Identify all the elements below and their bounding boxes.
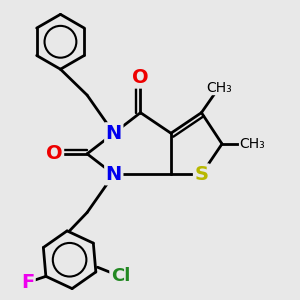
Text: F: F bbox=[21, 273, 34, 292]
Text: S: S bbox=[194, 165, 208, 184]
Text: N: N bbox=[106, 124, 122, 143]
Text: CH₃: CH₃ bbox=[240, 137, 266, 151]
Text: O: O bbox=[46, 144, 63, 163]
Text: Cl: Cl bbox=[111, 267, 130, 285]
Text: CH₃: CH₃ bbox=[206, 80, 232, 94]
Text: O: O bbox=[132, 68, 149, 87]
Text: N: N bbox=[106, 165, 122, 184]
